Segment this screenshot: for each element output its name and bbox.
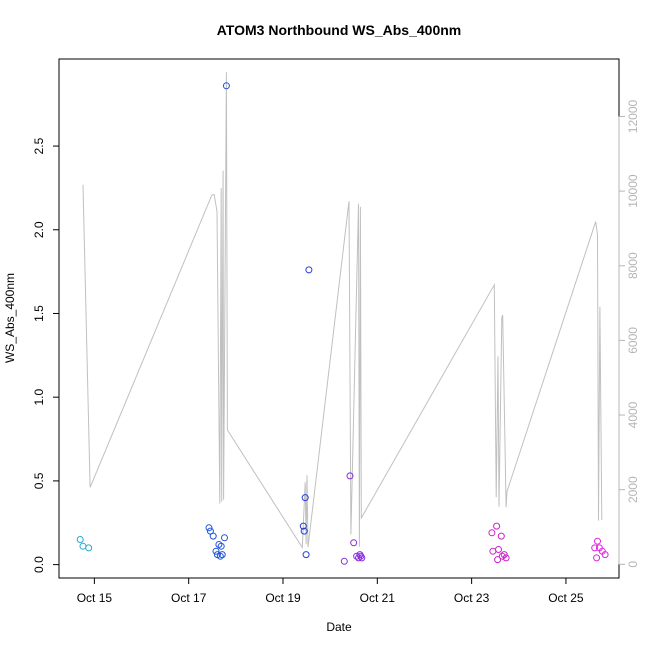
y2-tick-label-1: 0 [626,561,640,568]
data-point-21 [346,472,354,480]
data-point-38 [593,554,601,562]
y2-tick-label-7: 12000 [626,99,640,133]
y-tick-label-3: 1.0 [32,389,46,406]
plot-frame [58,58,620,579]
data-point-22 [350,539,358,547]
data-point-11 [217,542,225,550]
x-axis: Oct 15 Oct 17 Oct 19 Oct 21 Oct 23 Oct 25 [77,577,584,605]
left-y-axis: 0.0 0.5 1.0 1.5 2.0 2.5 [32,137,60,573]
data-point-33 [497,532,505,540]
y2-tick-label-5: 8000 [626,252,640,279]
x-tick-label-3: Oct 19 [265,591,301,605]
y2-tick-label-4: 6000 [626,327,640,354]
data-point-30 [493,522,501,530]
x-tick-label-4: Oct 21 [360,591,396,605]
data-point-2 [79,542,87,550]
y2-tick-label-2: 2000 [626,476,640,503]
data-point-18 [302,551,310,559]
data-point-36 [502,554,510,562]
data-point-32 [495,546,502,553]
data-point-42 [601,551,609,559]
data-point-12 [218,551,226,559]
y-tick-label-1: 0.0 [32,556,46,573]
data-point-7 [212,547,220,555]
chart-title: ATOM3 Northbound WS_Abs_400nm [217,22,462,38]
data-point-19 [305,266,313,274]
data-point-10 [216,552,224,560]
data-point-26 [357,552,365,560]
x-axis-label: Date [326,620,352,634]
data-point-15 [299,522,307,530]
data-point-20 [340,557,348,565]
data-point-29 [489,547,497,555]
data-point-34 [498,552,506,560]
data-point-28 [488,529,496,537]
points-layer [76,82,609,565]
data-point-4 [205,524,213,532]
data-point-6 [209,532,217,540]
x-tick-label-2: Oct 17 [171,591,207,605]
altitude-line-layer [82,72,603,550]
data-point-1 [76,536,84,543]
right-y-axis: 0 2000 4000 6000 8000 10000 12000 [618,99,640,568]
y2-tick-label-3: 4000 [626,401,640,428]
altitude-line [82,72,603,550]
x-tick-label-5: Oct 23 [454,591,490,605]
data-point-3 [85,544,93,552]
y-tick-label-6: 2.5 [32,137,46,154]
data-point-37 [591,544,599,552]
y2-tick-label-6: 10000 [626,174,640,208]
y-tick-label-5: 2.0 [32,221,46,238]
data-point-39 [594,537,601,545]
data-point-17 [301,494,309,502]
y-axis-label: WS_Abs_400nm [3,273,17,363]
data-point-27 [358,554,366,562]
data-point-31 [494,556,502,564]
data-point-16 [300,527,308,535]
data-point-14 [222,82,230,90]
data-point-13 [221,534,228,542]
y-tick-label-4: 1.5 [32,305,46,322]
y-tick-label-2: 0.5 [32,472,46,489]
x-tick-label-6: Oct 25 [548,591,584,605]
x-tick-label-1: Oct 15 [77,591,113,605]
